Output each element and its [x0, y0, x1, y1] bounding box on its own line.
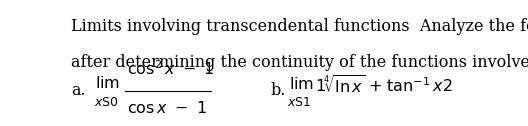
Text: $x\mathsf{S}0$: $x\mathsf{S}0$	[94, 96, 119, 109]
Text: $\lim$: $\lim$	[96, 75, 120, 91]
Text: $\lim$: $\lim$	[289, 76, 314, 93]
Text: a.: a.	[71, 82, 86, 99]
Text: after determining the continuity of the functions involved.: after determining the continuity of the …	[71, 54, 528, 71]
Text: $\cos^2 x\ -\ 1$: $\cos^2 x\ -\ 1$	[127, 60, 214, 79]
Text: $1$: $1$	[315, 78, 326, 95]
Text: $x\mathsf{S}1$: $x\mathsf{S}1$	[287, 96, 312, 109]
Text: $+\ \tan^{-1} x2$: $+\ \tan^{-1} x2$	[368, 78, 452, 96]
Text: Limits involving transcendental functions  Analyze the following limits: Limits involving transcendental function…	[71, 18, 528, 35]
Text: b.: b.	[271, 82, 286, 99]
Text: $\cos x\ -\ 1$: $\cos x\ -\ 1$	[127, 100, 206, 117]
Text: $\sqrt[4]{\ln x}$: $\sqrt[4]{\ln x}$	[323, 76, 365, 98]
